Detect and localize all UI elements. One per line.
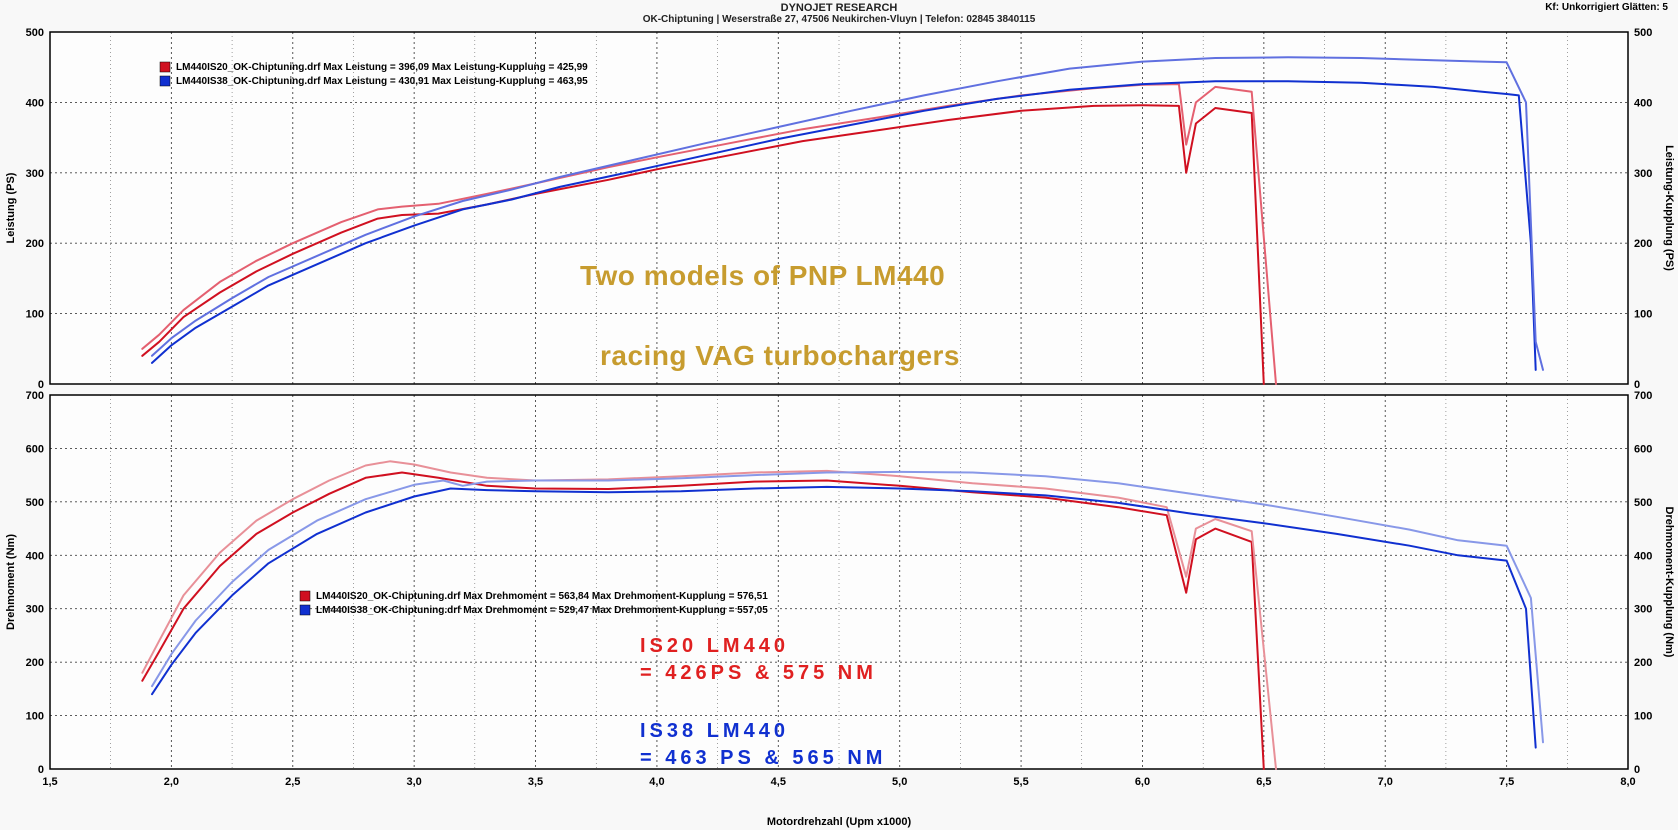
overlay-red-2: = 426PS & 575 NM	[640, 662, 877, 685]
svg-text:300: 300	[26, 168, 44, 180]
svg-text:Leistung-Kupplung (PS): Leistung-Kupplung (PS)	[1663, 145, 1675, 271]
svg-text:100: 100	[1634, 711, 1652, 723]
svg-text:7,5: 7,5	[1499, 776, 1514, 788]
torque-chart-container: 0 0 100 100 200 200 300 300 400 400 500 500 600 600 70…	[0, 391, 1678, 791]
svg-text:100: 100	[26, 309, 44, 321]
svg-text:8,0: 8,0	[1620, 776, 1635, 788]
svg-text:500: 500	[26, 28, 44, 39]
svg-text:500: 500	[1634, 28, 1652, 39]
svg-text:200: 200	[1634, 238, 1652, 250]
svg-text:100: 100	[26, 711, 44, 723]
svg-text:200: 200	[1634, 657, 1652, 669]
svg-text:400: 400	[1634, 97, 1652, 109]
power-chart: 0 0 100 100 200 200 300 300 400 400 500 500 Leistung…	[0, 28, 1678, 388]
svg-text:4,0: 4,0	[649, 776, 664, 788]
svg-text:0: 0	[1634, 379, 1640, 388]
svg-text:500: 500	[1634, 497, 1652, 509]
torque-chart: 0 0 100 100 200 200 300 300 400 400 500 500 600 600 70…	[0, 391, 1678, 791]
svg-text:6,0: 6,0	[1135, 776, 1150, 788]
power-chart-container: 0 0 100 100 200 200 300 300 400 400 500 500 Leistung…	[0, 28, 1678, 388]
svg-text:0: 0	[38, 764, 44, 776]
svg-text:2,5: 2,5	[285, 776, 300, 788]
header-title: DYNOJET RESEARCH	[0, 2, 1678, 14]
svg-text:700: 700	[26, 391, 44, 402]
svg-text:0: 0	[1634, 764, 1640, 776]
svg-text:Drehmoment-Kupplung (Nm): Drehmoment-Kupplung (Nm)	[1663, 507, 1675, 658]
svg-text:3,0: 3,0	[407, 776, 422, 788]
svg-text:Drehmoment (Nm): Drehmoment (Nm)	[5, 534, 17, 630]
overlay-red-1: IS20 LM440	[640, 635, 789, 658]
svg-text:7,0: 7,0	[1378, 776, 1393, 788]
svg-text:600: 600	[1634, 443, 1652, 455]
svg-text:0: 0	[38, 379, 44, 388]
svg-text:3,5: 3,5	[528, 776, 543, 788]
svg-text:4,5: 4,5	[771, 776, 786, 788]
svg-text:LM440IS20_OK-Chiptuning.drf Ma: LM440IS20_OK-Chiptuning.drf Max Leistung…	[176, 62, 588, 73]
x-axis-label: Motordrehzahl (Upm x1000)	[0, 816, 1678, 828]
svg-text:700: 700	[1634, 391, 1652, 402]
svg-text:100: 100	[1634, 309, 1652, 321]
page-header: DYNOJET RESEARCH OK-Chiptuning | Weserst…	[0, 2, 1678, 25]
svg-text:300: 300	[26, 604, 44, 616]
dyno-page: DYNOJET RESEARCH OK-Chiptuning | Weserst…	[0, 0, 1678, 830]
svg-text:LM440IS38_OK-Chiptuning.drf Ma: LM440IS38_OK-Chiptuning.drf Max Leistung…	[176, 76, 588, 87]
svg-text:LM440IS38_OK-Chiptuning.drf Ma: LM440IS38_OK-Chiptuning.drf Max Drehmome…	[316, 605, 768, 616]
svg-text:6,5: 6,5	[1256, 776, 1271, 788]
overlay-blue-1: IS38 LM440	[640, 720, 789, 743]
svg-text:300: 300	[1634, 168, 1652, 180]
overlay-blue-2: = 463 PS & 565 NM	[640, 747, 886, 770]
svg-text:1,5: 1,5	[42, 776, 57, 788]
svg-text:300: 300	[1634, 604, 1652, 616]
overlay-title-2: racing VAG turbochargers	[600, 340, 960, 372]
svg-text:2,0: 2,0	[164, 776, 179, 788]
svg-text:200: 200	[26, 238, 44, 250]
header-right: Kf: Unkorrigiert Glätten: 5	[1545, 2, 1668, 13]
header-subtitle: OK-Chiptuning | Weserstraße 27, 47506 Ne…	[0, 14, 1678, 25]
svg-text:600: 600	[26, 443, 44, 455]
svg-text:200: 200	[26, 657, 44, 669]
svg-text:Leistung (PS): Leistung (PS)	[5, 172, 17, 243]
svg-text:400: 400	[26, 550, 44, 562]
svg-text:400: 400	[26, 97, 44, 109]
svg-text:500: 500	[26, 497, 44, 509]
svg-text:5,5: 5,5	[1013, 776, 1028, 788]
overlay-title-1: Two models of PNP LM440	[580, 260, 945, 292]
svg-text:400: 400	[1634, 550, 1652, 562]
svg-text:5,0: 5,0	[892, 776, 907, 788]
svg-text:LM440IS20_OK-Chiptuning.drf Ma: LM440IS20_OK-Chiptuning.drf Max Drehmome…	[316, 591, 768, 602]
